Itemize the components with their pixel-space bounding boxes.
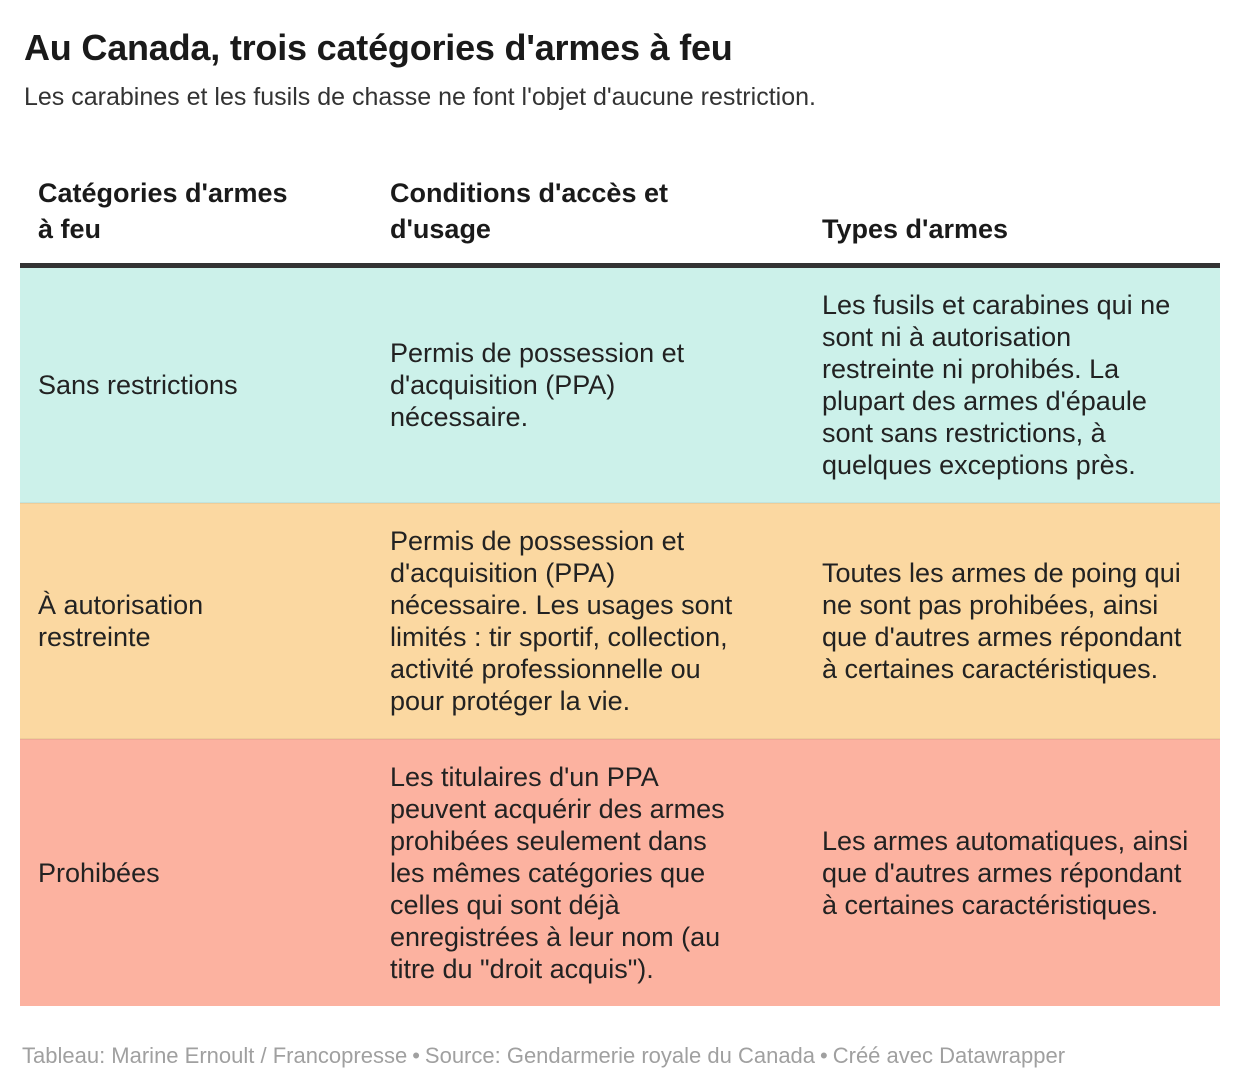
page-title: Au Canada, trois catégories d'armes à fe… xyxy=(24,27,733,68)
footer-source: Source: Gendarmerie royale du Canada xyxy=(424,1043,816,1069)
cell-category: Prohibées xyxy=(20,738,372,1007)
table-row-sans-restrictions: Sans restrictions Permis de possession e… xyxy=(20,265,1220,504)
footer-attribution: Tableau: Marine Ernoult / Francopresse xyxy=(22,1043,408,1069)
footer-datawrapper-link[interactable]: Créé avec Datawrapper xyxy=(832,1043,1066,1069)
column-header-categories: Catégories d'armes à feu xyxy=(20,175,372,269)
table-header-row: Catégories d'armes à feu Conditions d'ac… xyxy=(20,175,1220,269)
cell-types: Les armes automatiques, ainsi que d'autr… xyxy=(804,738,1220,1007)
table-row-prohibees: Prohibées Les titulaires d'un PPA peuven… xyxy=(20,738,1220,1007)
column-header-conditions: Conditions d'accès et d'usage xyxy=(372,175,804,269)
table-footer: Tableau: Marine Ernoult / Francopresse • S… xyxy=(22,1042,1218,1071)
column-header-types: Types d'armes xyxy=(804,175,1220,269)
firearm-categories-table: Catégories d'armes à feu Conditions d'ac… xyxy=(20,175,1220,1007)
page-subtitle: Les carabines et les fusils de chasse ne… xyxy=(24,83,816,112)
cell-types: Toutes les armes de poing qui ne sont pa… xyxy=(804,502,1220,740)
table-row-autorisation-restreinte: À autorisation restreinte Permis de poss… xyxy=(20,502,1220,740)
footer-separator: • xyxy=(820,1043,828,1069)
cell-category: Sans restrictions xyxy=(38,370,238,401)
footer-separator: • xyxy=(412,1043,420,1069)
cell-conditions: Les titulaires d'un PPA peuvent acquérir… xyxy=(372,738,804,1007)
cell-conditions: Permis de possession et d'acquisition (P… xyxy=(372,502,804,740)
cell-conditions: Permis de possession et d'acquisition (P… xyxy=(390,338,685,433)
cell-types: Les fusils et carabines qui ne sont ni à… xyxy=(822,290,1171,481)
cell-category: À autorisation restreinte xyxy=(20,502,372,740)
